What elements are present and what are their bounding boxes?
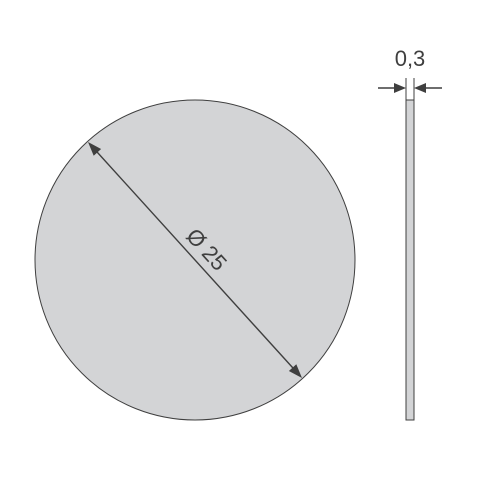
technical-drawing: Ø 250,3: [0, 0, 500, 500]
arrowhead-icon: [414, 83, 426, 93]
thickness-label: 0,3: [395, 46, 426, 71]
arrowhead-icon: [394, 83, 406, 93]
disc-side-view: [406, 100, 414, 420]
